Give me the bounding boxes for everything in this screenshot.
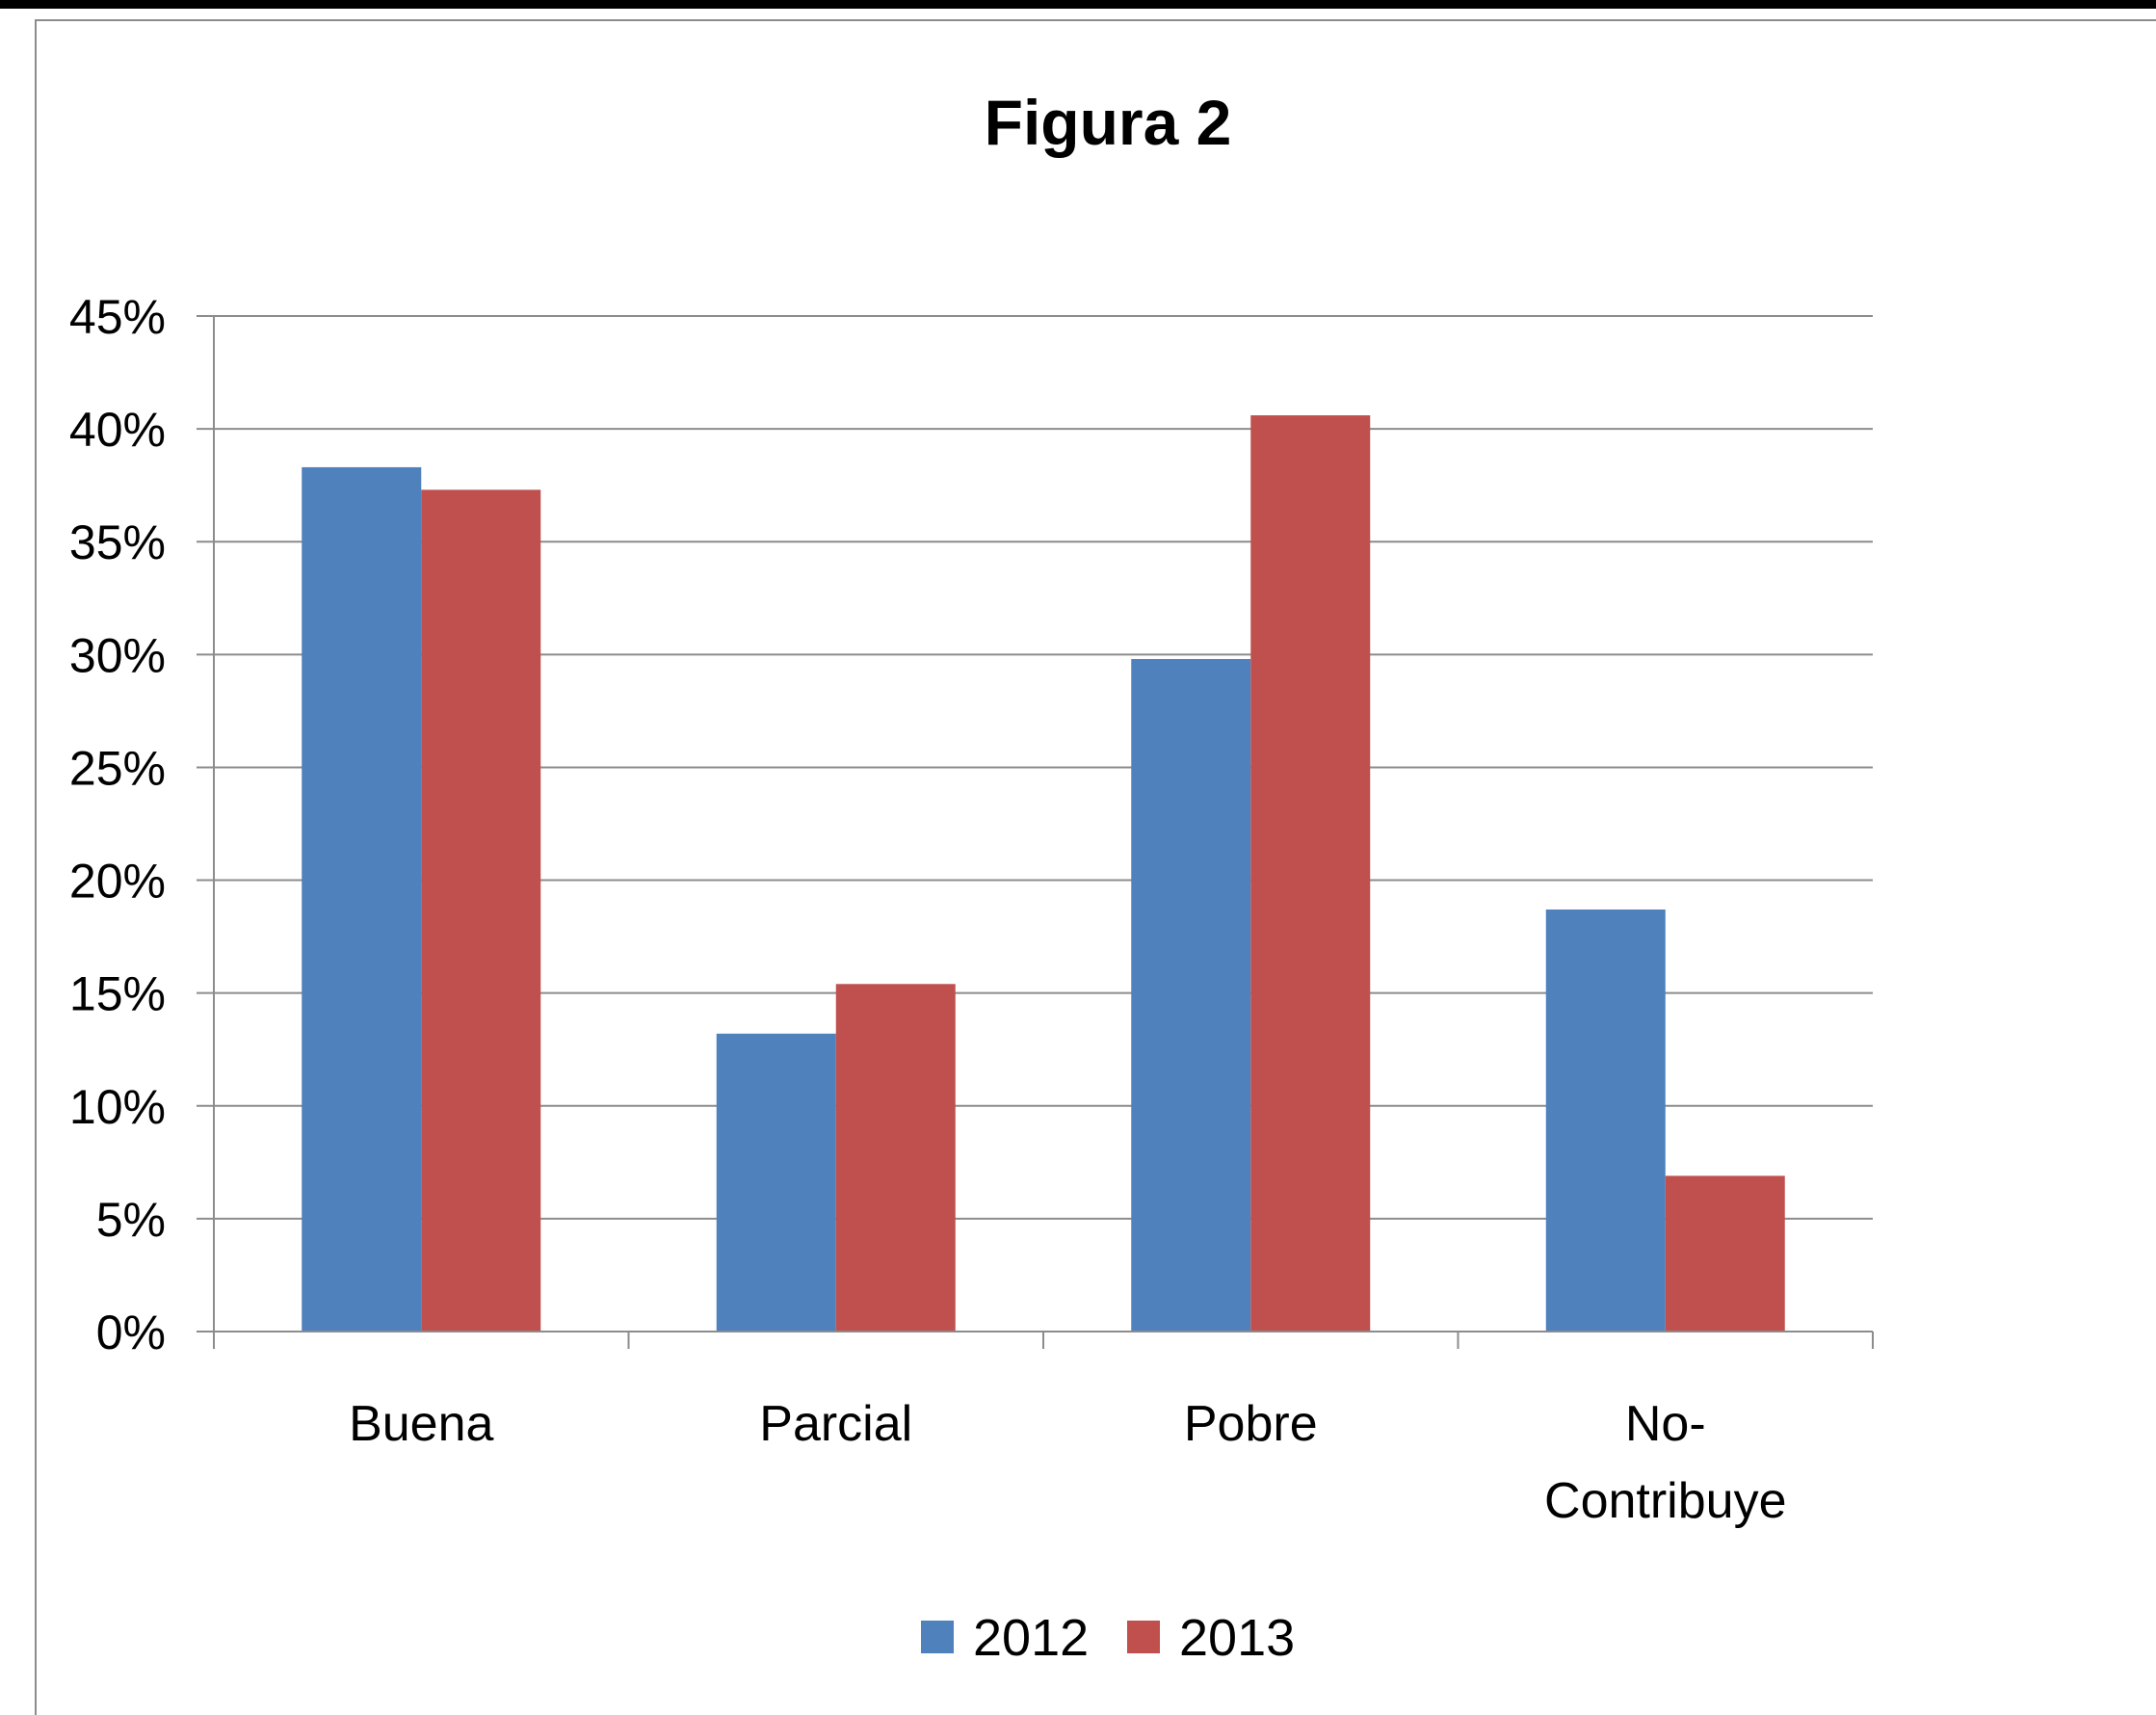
y-tick-label: 45% bbox=[69, 290, 166, 344]
x-category-label: Buena bbox=[349, 1396, 493, 1452]
bar-2012-1 bbox=[716, 1033, 836, 1332]
bar-2013-1 bbox=[835, 984, 956, 1332]
y-axis: 0% 5% 10% 15% 20% 25% 30% 35% 40% 45% bbox=[69, 290, 215, 1359]
x-category-label-line: Parcial bbox=[759, 1396, 912, 1452]
x-category-label: Pobre bbox=[1184, 1396, 1318, 1452]
y-tick-label: 25% bbox=[69, 741, 166, 795]
y-tick-label: 40% bbox=[69, 403, 166, 457]
y-tick-label: 15% bbox=[69, 967, 166, 1021]
legend: 2012 2013 bbox=[921, 1609, 1295, 1667]
x-category-label: No- Contribuye bbox=[1544, 1396, 1786, 1529]
y-tick-label: 30% bbox=[69, 628, 166, 682]
bar-2013-2 bbox=[1250, 415, 1371, 1332]
y-tick-label: 5% bbox=[96, 1193, 166, 1247]
x-category-label-line: Pobre bbox=[1184, 1396, 1318, 1452]
chart-frame bbox=[35, 19, 2156, 1715]
x-category-label-line: No- bbox=[1625, 1396, 1706, 1452]
legend-label-2013: 2013 bbox=[1179, 1609, 1295, 1667]
bar-2013-3 bbox=[1665, 1175, 1785, 1332]
y-tick-label: 0% bbox=[96, 1306, 166, 1359]
legend-swatch-2013 bbox=[1127, 1621, 1160, 1653]
y-tick-label: 20% bbox=[69, 855, 166, 909]
y-tick-label: 35% bbox=[69, 515, 166, 569]
x-category-label: Parcial bbox=[759, 1396, 912, 1452]
bars bbox=[302, 415, 1785, 1332]
x-axis: Buena Parcial Pobre No- Contribuye bbox=[197, 1331, 1874, 1529]
bar-2012-3 bbox=[1545, 910, 1666, 1332]
x-category-label-line: Contribuye bbox=[1544, 1473, 1786, 1529]
x-category-label-line: Buena bbox=[349, 1396, 493, 1452]
bar-2013-0 bbox=[421, 489, 541, 1332]
legend-swatch-2012 bbox=[921, 1621, 954, 1653]
top-rule bbox=[0, 0, 2156, 9]
bar-2012-0 bbox=[302, 466, 422, 1332]
chart-title: Figura 2 bbox=[985, 87, 1232, 158]
legend-label-2012: 2012 bbox=[973, 1609, 1089, 1667]
y-tick-label: 10% bbox=[69, 1080, 166, 1134]
bar-2012-2 bbox=[1131, 659, 1251, 1332]
